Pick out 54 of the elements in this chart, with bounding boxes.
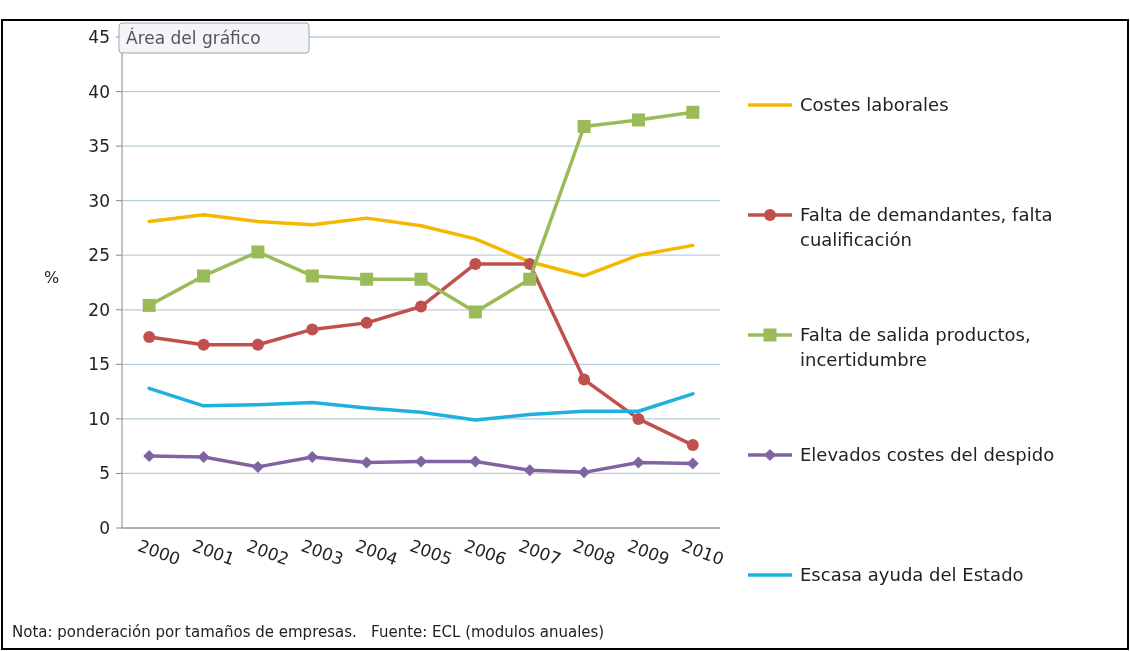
legend-label: Falta de salida productos, incertidumbre (800, 324, 1031, 370)
point (142, 298, 156, 312)
point (523, 272, 537, 286)
point (143, 331, 156, 344)
y-tick-label: 45 (88, 26, 110, 47)
point (523, 464, 536, 477)
y-tick-label: 20 (88, 299, 110, 320)
point (197, 269, 211, 283)
y-tick-label: 40 (88, 81, 110, 102)
legend-label: Falta de demandantes, falta cualificación (800, 204, 1053, 250)
x-tick-label: 2004 (352, 535, 401, 570)
x-tick-label: 2006 (461, 535, 510, 570)
point (251, 338, 264, 351)
legend-label: Escasa ayuda del Estado (800, 564, 1024, 586)
y-tick-label: 30 (88, 190, 110, 211)
y-tick-label: 0 (99, 517, 110, 538)
point (577, 119, 591, 133)
text: Nota: ponderación por tamaños de empresas. Fuente: ECL (modulos anuales) (12, 623, 605, 641)
y-tick-label: 5 (99, 463, 110, 484)
point (469, 257, 482, 270)
x-tick-label: 2007 (516, 535, 564, 570)
annotation: Área del gráfico (126, 26, 261, 48)
x-tick-label: 2003 (298, 535, 347, 570)
x-tick-label: 2005 (407, 535, 455, 570)
point (631, 113, 645, 127)
point (197, 338, 210, 351)
point (306, 323, 319, 336)
y-tick-label: 10 (88, 408, 110, 429)
point (468, 305, 482, 319)
x-tick-label: 2010 (679, 535, 727, 570)
point (686, 439, 699, 452)
point (360, 316, 373, 329)
point (251, 460, 264, 473)
point (578, 373, 591, 386)
point (414, 272, 428, 286)
x-tick-label: 2008 (570, 535, 618, 570)
x-tick-label: 2009 (624, 535, 673, 570)
line-series (147, 213, 695, 278)
point (305, 269, 319, 283)
y-tick-label: 15 (88, 354, 110, 375)
x-tick-label: 2000 (135, 535, 183, 570)
legend-label: Elevados costes del despido (800, 444, 1055, 466)
x-tick-label: 2001 (189, 535, 238, 570)
y-axis-title: % (44, 267, 60, 287)
point (415, 300, 427, 313)
point (415, 455, 427, 468)
point (632, 412, 645, 425)
legend-label: Costes laborales (800, 94, 949, 116)
y-tick-label: 35 (88, 136, 110, 157)
point (251, 245, 265, 259)
x-tick-label: 2002 (244, 535, 292, 570)
point (686, 105, 700, 119)
point (360, 272, 374, 286)
y-tick-label: 25 (88, 245, 110, 266)
